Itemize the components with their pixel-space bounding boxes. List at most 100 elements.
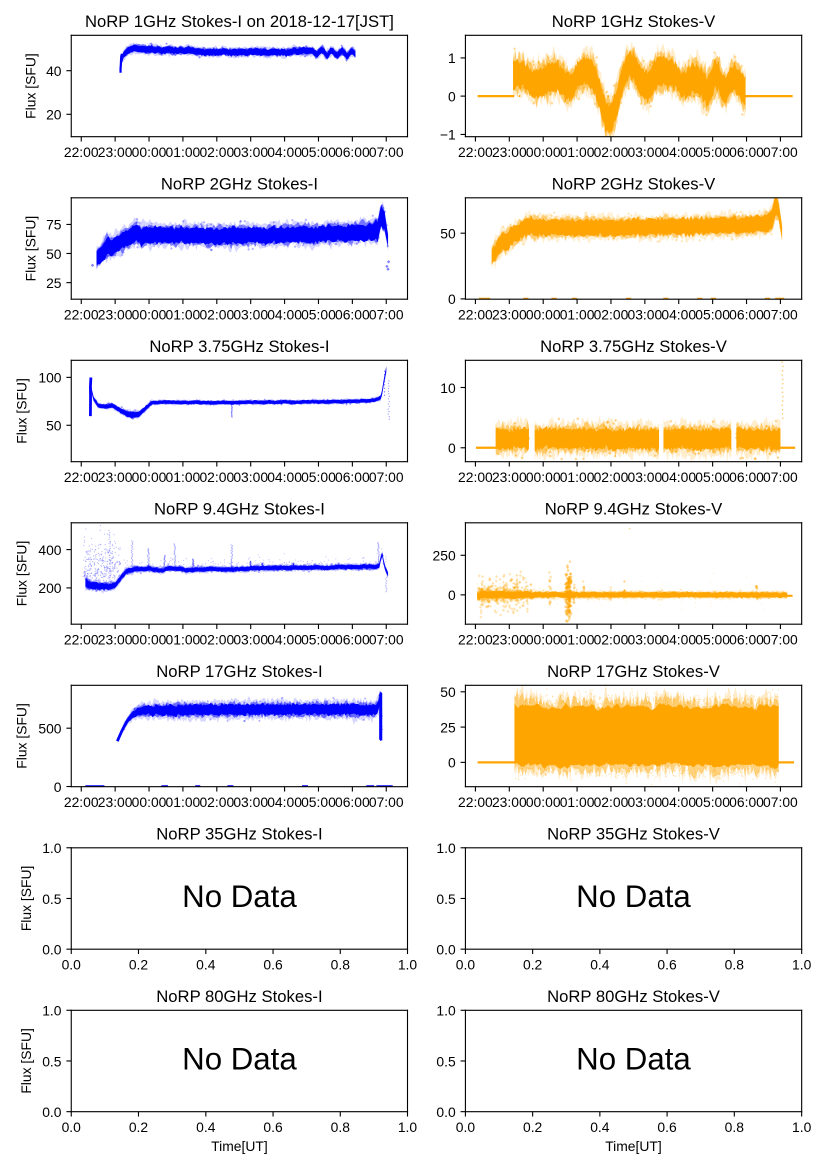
svg-text:0.0: 0.0 [456,1119,476,1135]
svg-text:0.6: 0.6 [657,956,677,972]
svg-text:06:00: 06:00 [729,306,764,322]
svg-text:06:00: 06:00 [335,306,370,322]
svg-text:0.6: 0.6 [263,1119,283,1135]
svg-text:04:00: 04:00 [661,794,696,810]
svg-text:NoRP 1GHz Stokes-V: NoRP 1GHz Stokes-V [552,12,716,31]
svg-text:0.0: 0.0 [62,956,82,972]
svg-text:02:00: 02:00 [594,469,629,485]
svg-text:NoRP 80GHz Stokes-V: NoRP 80GHz Stokes-V [547,987,721,1006]
svg-text:01:00: 01:00 [166,794,201,810]
svg-text:01:00: 01:00 [560,306,595,322]
svg-text:22:00: 22:00 [458,794,493,810]
svg-text:23:00: 23:00 [98,794,133,810]
svg-text:NoRP 9.4GHz Stokes-I: NoRP 9.4GHz Stokes-I [154,499,325,518]
svg-text:01:00: 01:00 [166,306,201,322]
svg-text:500: 500 [38,720,61,736]
svg-text:22:00: 22:00 [64,144,99,160]
svg-text:1.0: 1.0 [792,956,812,972]
svg-text:1: 1 [448,50,456,66]
svg-text:100: 100 [38,370,61,386]
svg-text:04:00: 04:00 [661,144,696,160]
svg-text:23:00: 23:00 [492,306,527,322]
svg-text:22:00: 22:00 [64,469,99,485]
svg-text:0.6: 0.6 [263,956,283,972]
svg-text:06:00: 06:00 [335,794,370,810]
svg-text:03:00: 03:00 [627,631,662,647]
svg-text:0.8: 0.8 [331,1119,351,1135]
svg-text:0: 0 [448,587,456,603]
svg-text:07:00: 07:00 [369,469,404,485]
svg-text:50: 50 [46,246,62,262]
svg-text:1.0: 1.0 [42,840,62,856]
svg-text:22:00: 22:00 [458,631,493,647]
svg-text:02:00: 02:00 [199,631,234,647]
svg-text:22:00: 22:00 [458,469,493,485]
svg-text:00:00: 00:00 [526,631,561,647]
svg-text:25: 25 [46,275,62,291]
svg-text:03:00: 03:00 [233,306,268,322]
svg-text:0.5: 0.5 [436,1053,456,1069]
svg-text:00:00: 00:00 [132,306,167,322]
svg-text:04:00: 04:00 [267,144,302,160]
svg-text:06:00: 06:00 [335,469,370,485]
svg-text:NoRP 9.4GHz Stokes-V: NoRP 9.4GHz Stokes-V [545,499,723,518]
svg-text:NoRP 35GHz Stokes-I: NoRP 35GHz Stokes-I [156,824,322,843]
svg-text:0.4: 0.4 [196,1119,216,1135]
svg-text:00:00: 00:00 [132,794,167,810]
svg-text:07:00: 07:00 [763,631,798,647]
svg-text:NoRP 35GHz Stokes-V: NoRP 35GHz Stokes-V [547,824,721,843]
svg-text:22:00: 22:00 [64,306,99,322]
svg-text:NoRP 2GHz Stokes-I: NoRP 2GHz Stokes-I [161,174,318,193]
svg-text:02:00: 02:00 [594,794,629,810]
svg-text:07:00: 07:00 [763,144,798,160]
svg-text:NoRP 3.75GHz Stokes-I: NoRP 3.75GHz Stokes-I [149,337,329,356]
svg-text:06:00: 06:00 [729,794,764,810]
svg-text:NoRP 1GHz Stokes-I on 2018-12-: NoRP 1GHz Stokes-I on 2018-12-17[JST] [85,12,394,31]
svg-text:00:00: 00:00 [526,469,561,485]
svg-text:05:00: 05:00 [695,631,730,647]
svg-text:Flux [SFU]: Flux [SFU] [18,866,34,932]
svg-text:0.5: 0.5 [42,1053,62,1069]
svg-text:0: 0 [448,440,456,456]
svg-text:−1: −1 [440,127,456,143]
svg-text:0.6: 0.6 [657,1119,677,1135]
svg-text:07:00: 07:00 [369,306,404,322]
svg-text:23:00: 23:00 [492,794,527,810]
svg-text:1.0: 1.0 [436,1003,456,1019]
svg-text:Flux [SFU]: Flux [SFU] [22,216,38,282]
svg-text:04:00: 04:00 [267,794,302,810]
svg-text:03:00: 03:00 [627,306,662,322]
svg-text:23:00: 23:00 [98,144,133,160]
svg-text:250: 250 [433,548,456,564]
svg-text:No Data: No Data [182,1042,297,1077]
svg-text:05:00: 05:00 [695,306,730,322]
svg-text:04:00: 04:00 [267,469,302,485]
svg-text:1.0: 1.0 [42,1003,62,1019]
svg-text:05:00: 05:00 [301,631,336,647]
svg-text:0.0: 0.0 [42,1104,62,1120]
svg-text:0.5: 0.5 [42,891,62,907]
svg-text:10: 10 [440,380,456,396]
svg-text:02:00: 02:00 [199,306,234,322]
svg-text:05:00: 05:00 [695,469,730,485]
svg-text:00:00: 00:00 [526,306,561,322]
svg-text:03:00: 03:00 [233,631,268,647]
svg-text:00:00: 00:00 [526,794,561,810]
svg-text:75: 75 [46,217,62,233]
svg-text:Time[UT]: Time[UT] [211,1138,268,1154]
svg-text:04:00: 04:00 [661,469,696,485]
svg-text:Flux [SFU]: Flux [SFU] [18,1028,34,1094]
svg-text:NoRP 17GHz Stokes-V: NoRP 17GHz Stokes-V [547,662,721,681]
svg-text:02:00: 02:00 [199,469,234,485]
svg-text:0.2: 0.2 [129,1119,149,1135]
svg-text:0.8: 0.8 [725,1119,745,1135]
svg-text:00:00: 00:00 [132,631,167,647]
svg-text:50: 50 [440,225,456,241]
svg-text:01:00: 01:00 [560,469,595,485]
svg-text:05:00: 05:00 [301,794,336,810]
svg-text:0.2: 0.2 [523,956,543,972]
svg-text:0.2: 0.2 [129,956,149,972]
svg-text:No Data: No Data [576,879,691,914]
svg-text:05:00: 05:00 [301,306,336,322]
svg-text:50: 50 [440,684,456,700]
